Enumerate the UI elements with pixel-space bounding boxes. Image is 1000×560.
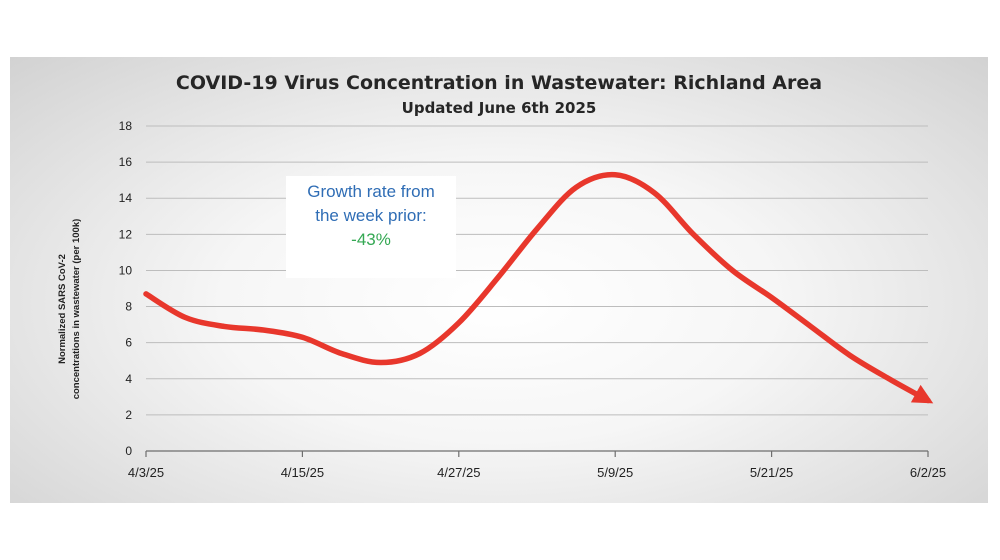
axes [145, 450, 929, 457]
y-tick-label: 6 [125, 336, 132, 350]
line-chart: 0 2 4 6 8 10 12 14 16 18 4/3/25 4/15/25 4/27/25 5/9/… [57, 119, 946, 480]
series-line [143, 171, 931, 404]
y-axis-label-group: Normalized SARS CoV-2 concentrations in … [57, 219, 82, 400]
y-tick-label: 10 [119, 263, 133, 277]
y-axis-label-line2: concentrations in wastewater (per 100k) [71, 219, 82, 400]
y-tick-label: 0 [125, 444, 132, 458]
growth-rate-annotation: Growth rate from the week prior: -43% [286, 176, 456, 278]
y-tick-label: 14 [119, 191, 133, 205]
y-tick-labels: 0 2 4 6 8 10 12 14 16 18 [119, 119, 133, 458]
series-end-arrowhead [910, 384, 934, 404]
x-tick-label: 6/2/25 [910, 465, 946, 480]
growth-rate-value: -43% [351, 230, 391, 249]
grid-lines [146, 125, 928, 416]
x-tick-label: 5/21/25 [750, 465, 793, 480]
series-layer [143, 171, 934, 404]
annotation-line-2: the week prior: [315, 206, 427, 225]
x-tick-label: 4/27/25 [437, 465, 480, 480]
x-tick-label: 4/3/25 [128, 465, 164, 480]
chart-title: COVID-19 Virus Concentration in Wastewat… [175, 72, 823, 94]
x-tick-label: 5/9/25 [597, 465, 633, 480]
y-tick-label: 8 [125, 300, 132, 314]
y-tick-label: 12 [119, 227, 133, 241]
y-tick-label: 16 [119, 155, 133, 169]
chart-subtitle: Updated June 6th 2025 [401, 99, 597, 117]
x-tick-label: 4/15/25 [281, 465, 324, 480]
y-tick-label: 18 [119, 119, 133, 133]
y-axis-label-line1: Normalized SARS CoV-2 [57, 254, 68, 364]
y-tick-label: 2 [125, 408, 132, 422]
chart-panel: 0 2 4 6 8 10 12 14 16 18 4/3/25 4/15/25 4/27/25 5/9/… [10, 57, 988, 503]
annotation-line-1: Growth rate from [307, 182, 435, 201]
y-tick-label: 4 [125, 372, 132, 386]
x-tick-labels: 4/3/25 4/15/25 4/27/25 5/9/25 5/21/25 6/2/25 [128, 465, 946, 480]
